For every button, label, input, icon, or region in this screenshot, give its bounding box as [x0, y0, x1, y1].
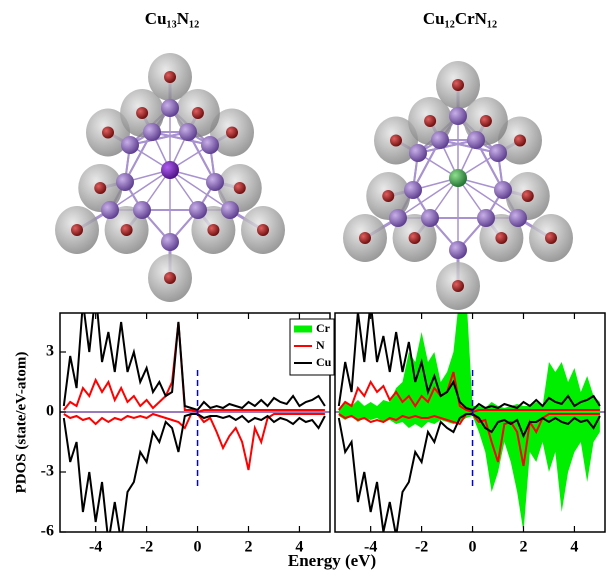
n-atom — [102, 127, 114, 139]
cu-atom — [121, 136, 139, 154]
x-tick-label: -4 — [364, 539, 377, 556]
cu-atom — [409, 144, 427, 162]
n-atom — [192, 107, 204, 119]
cu-atom — [421, 209, 439, 227]
n-atom — [359, 232, 371, 244]
y-axis-label: PDOS (state/eV-atom) — [13, 352, 29, 494]
x-tick-label: 0 — [469, 539, 477, 556]
n-atom — [207, 224, 219, 236]
cu-atom — [389, 209, 407, 227]
n-atom — [495, 232, 507, 244]
n-atom — [257, 224, 269, 236]
cu-atom — [161, 233, 179, 251]
pdos-line — [64, 414, 325, 470]
cu-atom — [179, 123, 197, 141]
x-tick-label: 4 — [570, 539, 578, 556]
cu-atom — [161, 99, 179, 117]
n-atom — [234, 182, 246, 194]
cu-atom — [449, 241, 467, 259]
pdos-area — [339, 412, 600, 532]
n-atom — [514, 135, 526, 147]
n-atom — [94, 182, 106, 194]
x-tick-label: 2 — [519, 539, 527, 556]
cu-atom — [509, 209, 527, 227]
cu-atom — [143, 123, 161, 141]
legend-label: N — [316, 338, 325, 352]
cu-atom — [201, 136, 219, 154]
cu-atom — [489, 144, 507, 162]
y-tick-label: -3 — [41, 463, 54, 480]
n-atom — [452, 79, 464, 91]
n-atom — [409, 232, 421, 244]
n-atom — [480, 115, 492, 127]
pdos-line — [64, 322, 325, 412]
n-atom — [452, 280, 464, 292]
cu-atom — [189, 201, 207, 219]
cu-atom — [116, 173, 134, 191]
cu-atom — [431, 131, 449, 149]
figure: Cu₁₃N₁₂ Cu₁₂CrN₁₂ -4 -2 0 2 4 -6 -3 0 3 PDOS (sta… — [0, 0, 613, 575]
cu-atom — [467, 131, 485, 149]
cu-atom — [404, 181, 422, 199]
n-atom — [226, 127, 238, 139]
cu-atom — [477, 209, 495, 227]
n-atom — [71, 224, 83, 236]
cu-atom — [101, 201, 119, 219]
plot-area — [335, 292, 605, 536]
x-axis-label: Energy (eV) — [288, 551, 376, 570]
x-tick-label: 2 — [244, 539, 252, 556]
cu-atom — [494, 181, 512, 199]
x-tick-label: 0 — [194, 539, 202, 556]
structure-title: Cu₁₃N₁₂ — [145, 9, 199, 28]
n-atom — [164, 71, 176, 83]
n-atom — [121, 224, 133, 236]
n-atom — [164, 272, 176, 284]
center-atom — [449, 169, 467, 187]
cu-atom — [206, 173, 224, 191]
pdos-line — [64, 414, 325, 542]
n-atom — [136, 107, 148, 119]
center-atom — [161, 161, 179, 179]
y-tick-label: -6 — [41, 523, 54, 540]
legend-label: Cr — [316, 321, 331, 335]
n-atom — [522, 190, 534, 202]
x-tick-label: -2 — [415, 539, 428, 556]
cu-atom — [133, 201, 151, 219]
n-atom — [545, 232, 557, 244]
x-tick-label: -4 — [89, 539, 102, 556]
structure-title: Cu₁₂CrN₁₂ — [423, 9, 497, 28]
x-tick-label: -2 — [140, 539, 153, 556]
n-atom — [382, 190, 394, 202]
n-atom — [424, 115, 436, 127]
legend-label: Cu — [316, 355, 332, 369]
y-tick-label: 0 — [46, 403, 54, 420]
cu-atom — [221, 201, 239, 219]
pdos-area — [339, 292, 600, 412]
y-tick-label: 3 — [46, 343, 54, 360]
n-atom — [390, 135, 402, 147]
cu-atom — [449, 107, 467, 125]
